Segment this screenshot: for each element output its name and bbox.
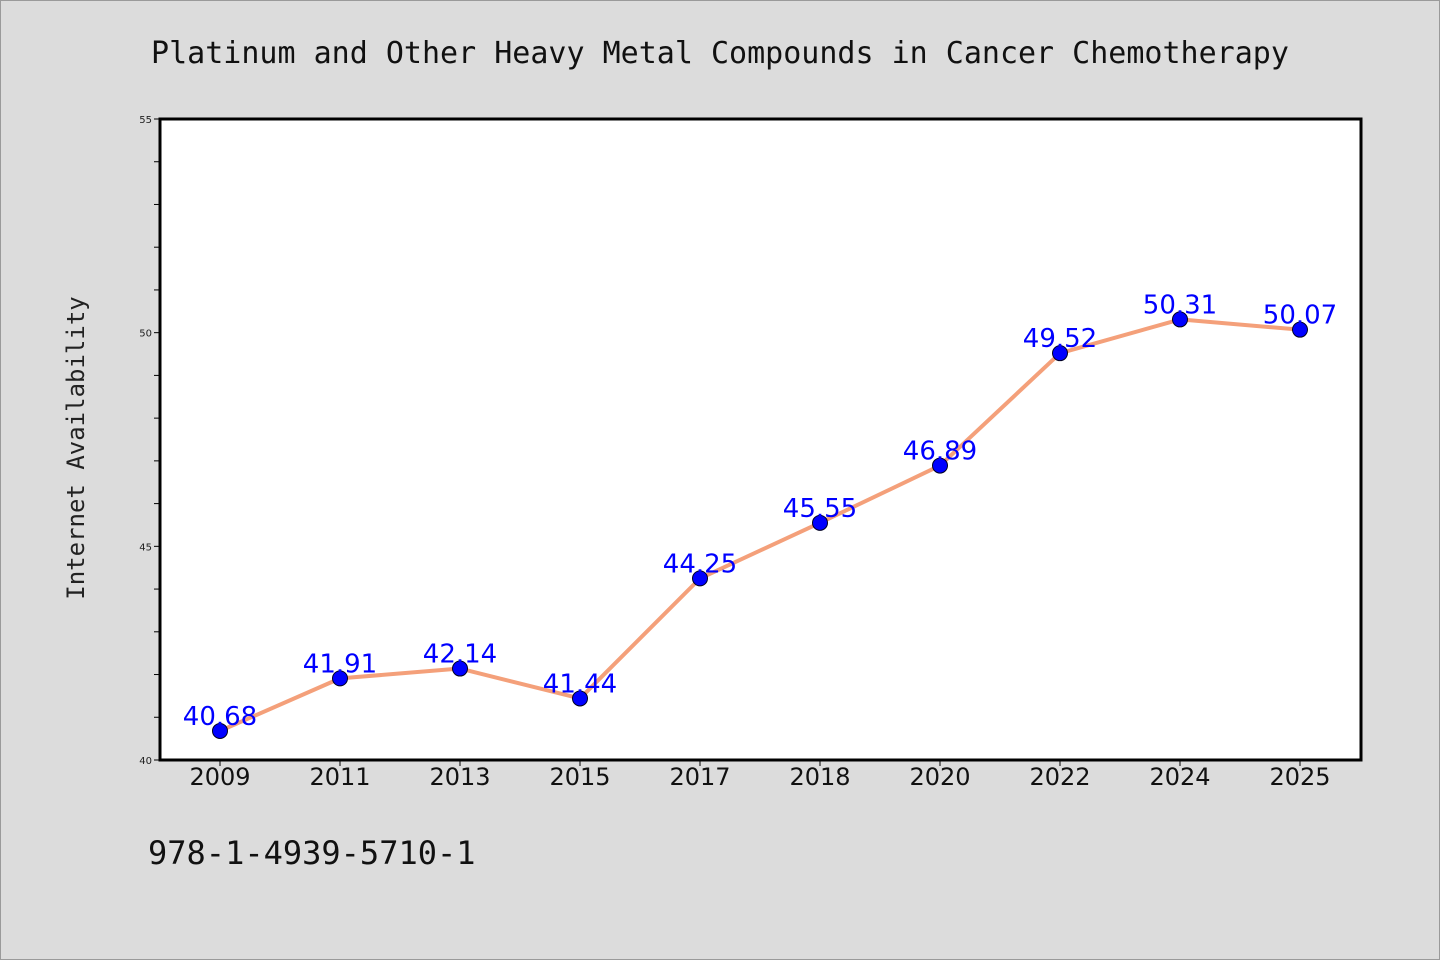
data-label: 44.25 bbox=[663, 549, 737, 579]
series-line-group bbox=[218, 317, 1302, 733]
x-tick-label: 2017 bbox=[669, 763, 730, 791]
y-tick-label: 45 bbox=[139, 542, 152, 553]
data-label: 45.55 bbox=[783, 494, 857, 524]
x-tick-label: 2018 bbox=[789, 763, 850, 791]
x-tick-label: 2011 bbox=[309, 763, 370, 791]
data-point bbox=[1052, 345, 1068, 362]
y-axis-ticks: 40 45 50 55 bbox=[139, 115, 160, 767]
plot-area bbox=[160, 119, 1361, 760]
isbn-footer: 978-1-4939-5710-1 bbox=[148, 834, 476, 872]
data-label: 40.68 bbox=[183, 702, 257, 732]
chart-title: Platinum and Other Heavy Metal Compounds… bbox=[151, 36, 1289, 71]
data-label: 41.91 bbox=[303, 649, 377, 679]
data-point bbox=[932, 457, 948, 474]
series-line bbox=[218, 317, 1302, 733]
data-label: 42.14 bbox=[423, 640, 497, 670]
data-label: 50.07 bbox=[1263, 301, 1337, 331]
data-label: 46.89 bbox=[903, 437, 977, 467]
data-point bbox=[332, 670, 348, 687]
x-tick-label: 2015 bbox=[549, 763, 610, 791]
data-point bbox=[212, 722, 228, 739]
x-tick-label: 2022 bbox=[1029, 763, 1090, 791]
plot-border bbox=[158, 117, 1363, 762]
data-point bbox=[812, 514, 828, 531]
data-point bbox=[692, 570, 708, 587]
y-tick-label: 50 bbox=[139, 329, 152, 340]
x-tick-label: 2013 bbox=[429, 763, 490, 791]
data-point bbox=[1292, 321, 1308, 338]
data-label: 50.31 bbox=[1143, 290, 1217, 320]
x-tick-label: 2024 bbox=[1149, 763, 1210, 791]
data-labels: 40.68 41.91 42.14 41.44 44.25 45.55 46.89 49.52… bbox=[183, 290, 1337, 732]
data-markers bbox=[212, 311, 1308, 739]
data-point bbox=[1172, 311, 1188, 328]
x-tick-label: 2009 bbox=[189, 763, 250, 791]
y-tick-label: 55 bbox=[139, 115, 152, 126]
data-point bbox=[572, 690, 588, 707]
x-axis-ticks: 2009 2011 2013 2015 2017 2018 2020 2022 2024 2025 bbox=[189, 760, 1331, 791]
data-label: 49.52 bbox=[1023, 324, 1097, 354]
data-point bbox=[452, 660, 468, 677]
x-tick-label: 2020 bbox=[909, 763, 970, 791]
y-tick-label: 40 bbox=[139, 756, 152, 767]
x-tick-label: 2025 bbox=[1269, 763, 1330, 791]
y-axis-label: Internet Availability bbox=[62, 296, 90, 599]
data-label: 41.44 bbox=[543, 669, 617, 699]
